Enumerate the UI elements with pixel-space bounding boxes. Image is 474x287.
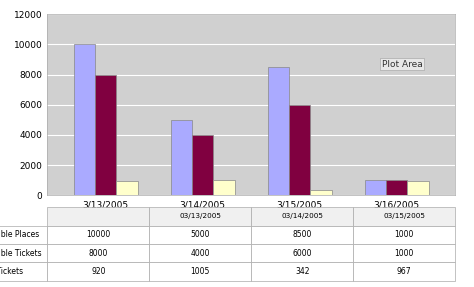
Bar <box>310 190 332 195</box>
Bar <box>73 44 95 195</box>
Bar <box>192 135 213 195</box>
Bar <box>268 67 289 195</box>
Bar <box>365 180 386 195</box>
Bar <box>171 120 192 195</box>
Bar <box>213 180 235 195</box>
Text: Plot Area: Plot Area <box>382 60 422 69</box>
Bar <box>408 181 429 195</box>
Bar <box>95 75 116 195</box>
Bar <box>289 105 310 195</box>
Bar <box>386 180 408 195</box>
Bar <box>116 181 137 195</box>
